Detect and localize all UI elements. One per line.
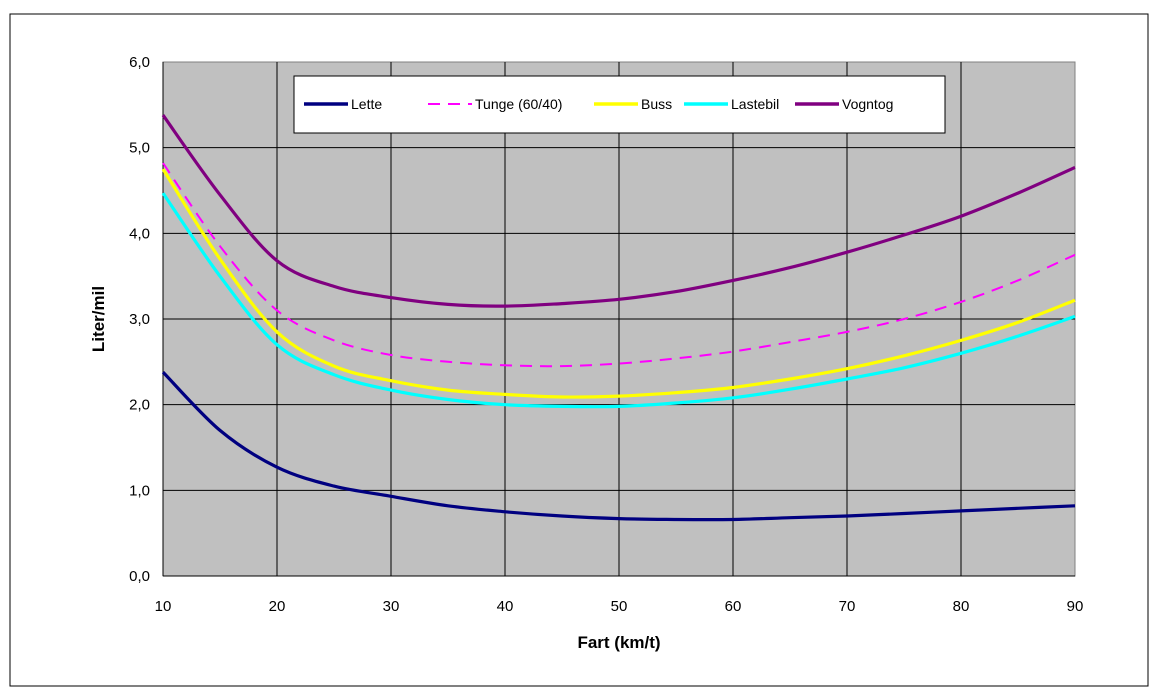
y-tick-labels: 0,0 1,0 2,0 3,0 4,0 5,0 6,0 xyxy=(129,54,150,585)
y-axis-title: Liter/mil xyxy=(89,286,108,352)
y-tick-label: 0,0 xyxy=(129,568,150,585)
legend-label-vogntog: Vogntog xyxy=(842,96,893,112)
x-tick-label: 80 xyxy=(953,598,970,615)
x-tick-labels: 10 20 30 40 50 60 70 80 90 xyxy=(155,598,1084,615)
y-tick-label: 1,0 xyxy=(129,482,150,499)
x-tick-label: 20 xyxy=(269,598,286,615)
x-tick-label: 10 xyxy=(155,598,172,615)
legend-label-buss: Buss xyxy=(641,96,672,112)
x-tick-label: 50 xyxy=(611,598,628,615)
legend-label-tunge-60-40: Tunge (60/40) xyxy=(475,96,562,112)
series-line-buss xyxy=(161,168,1076,399)
series-line-vogntog xyxy=(161,114,1076,308)
x-tick-label: 90 xyxy=(1067,598,1084,615)
legend-label-lette: Lette xyxy=(351,96,382,112)
legend: Lette Tunge (60/40) Buss Lastebil Vogntog xyxy=(293,75,946,134)
y-tick-label: 6,0 xyxy=(129,54,150,71)
series-line-lastebil xyxy=(161,192,1076,409)
x-tick-label: 40 xyxy=(497,598,514,615)
y-tick-label: 2,0 xyxy=(129,397,150,414)
series-layer xyxy=(161,114,1076,522)
series-line-tunge-60-40 xyxy=(162,162,1076,368)
gridlines xyxy=(162,62,1075,577)
y-tick-label: 5,0 xyxy=(129,140,150,157)
y-tick-label: 3,0 xyxy=(129,311,150,328)
series-line-lette xyxy=(161,370,1076,522)
y-tick-label: 4,0 xyxy=(129,225,150,242)
x-tick-label: 60 xyxy=(725,598,742,615)
legend-label-lastebil: Lastebil xyxy=(731,96,779,112)
x-tick-label: 30 xyxy=(383,598,400,615)
x-axis-title: Fart (km/t) xyxy=(577,633,660,652)
x-tick-label: 70 xyxy=(839,598,856,615)
